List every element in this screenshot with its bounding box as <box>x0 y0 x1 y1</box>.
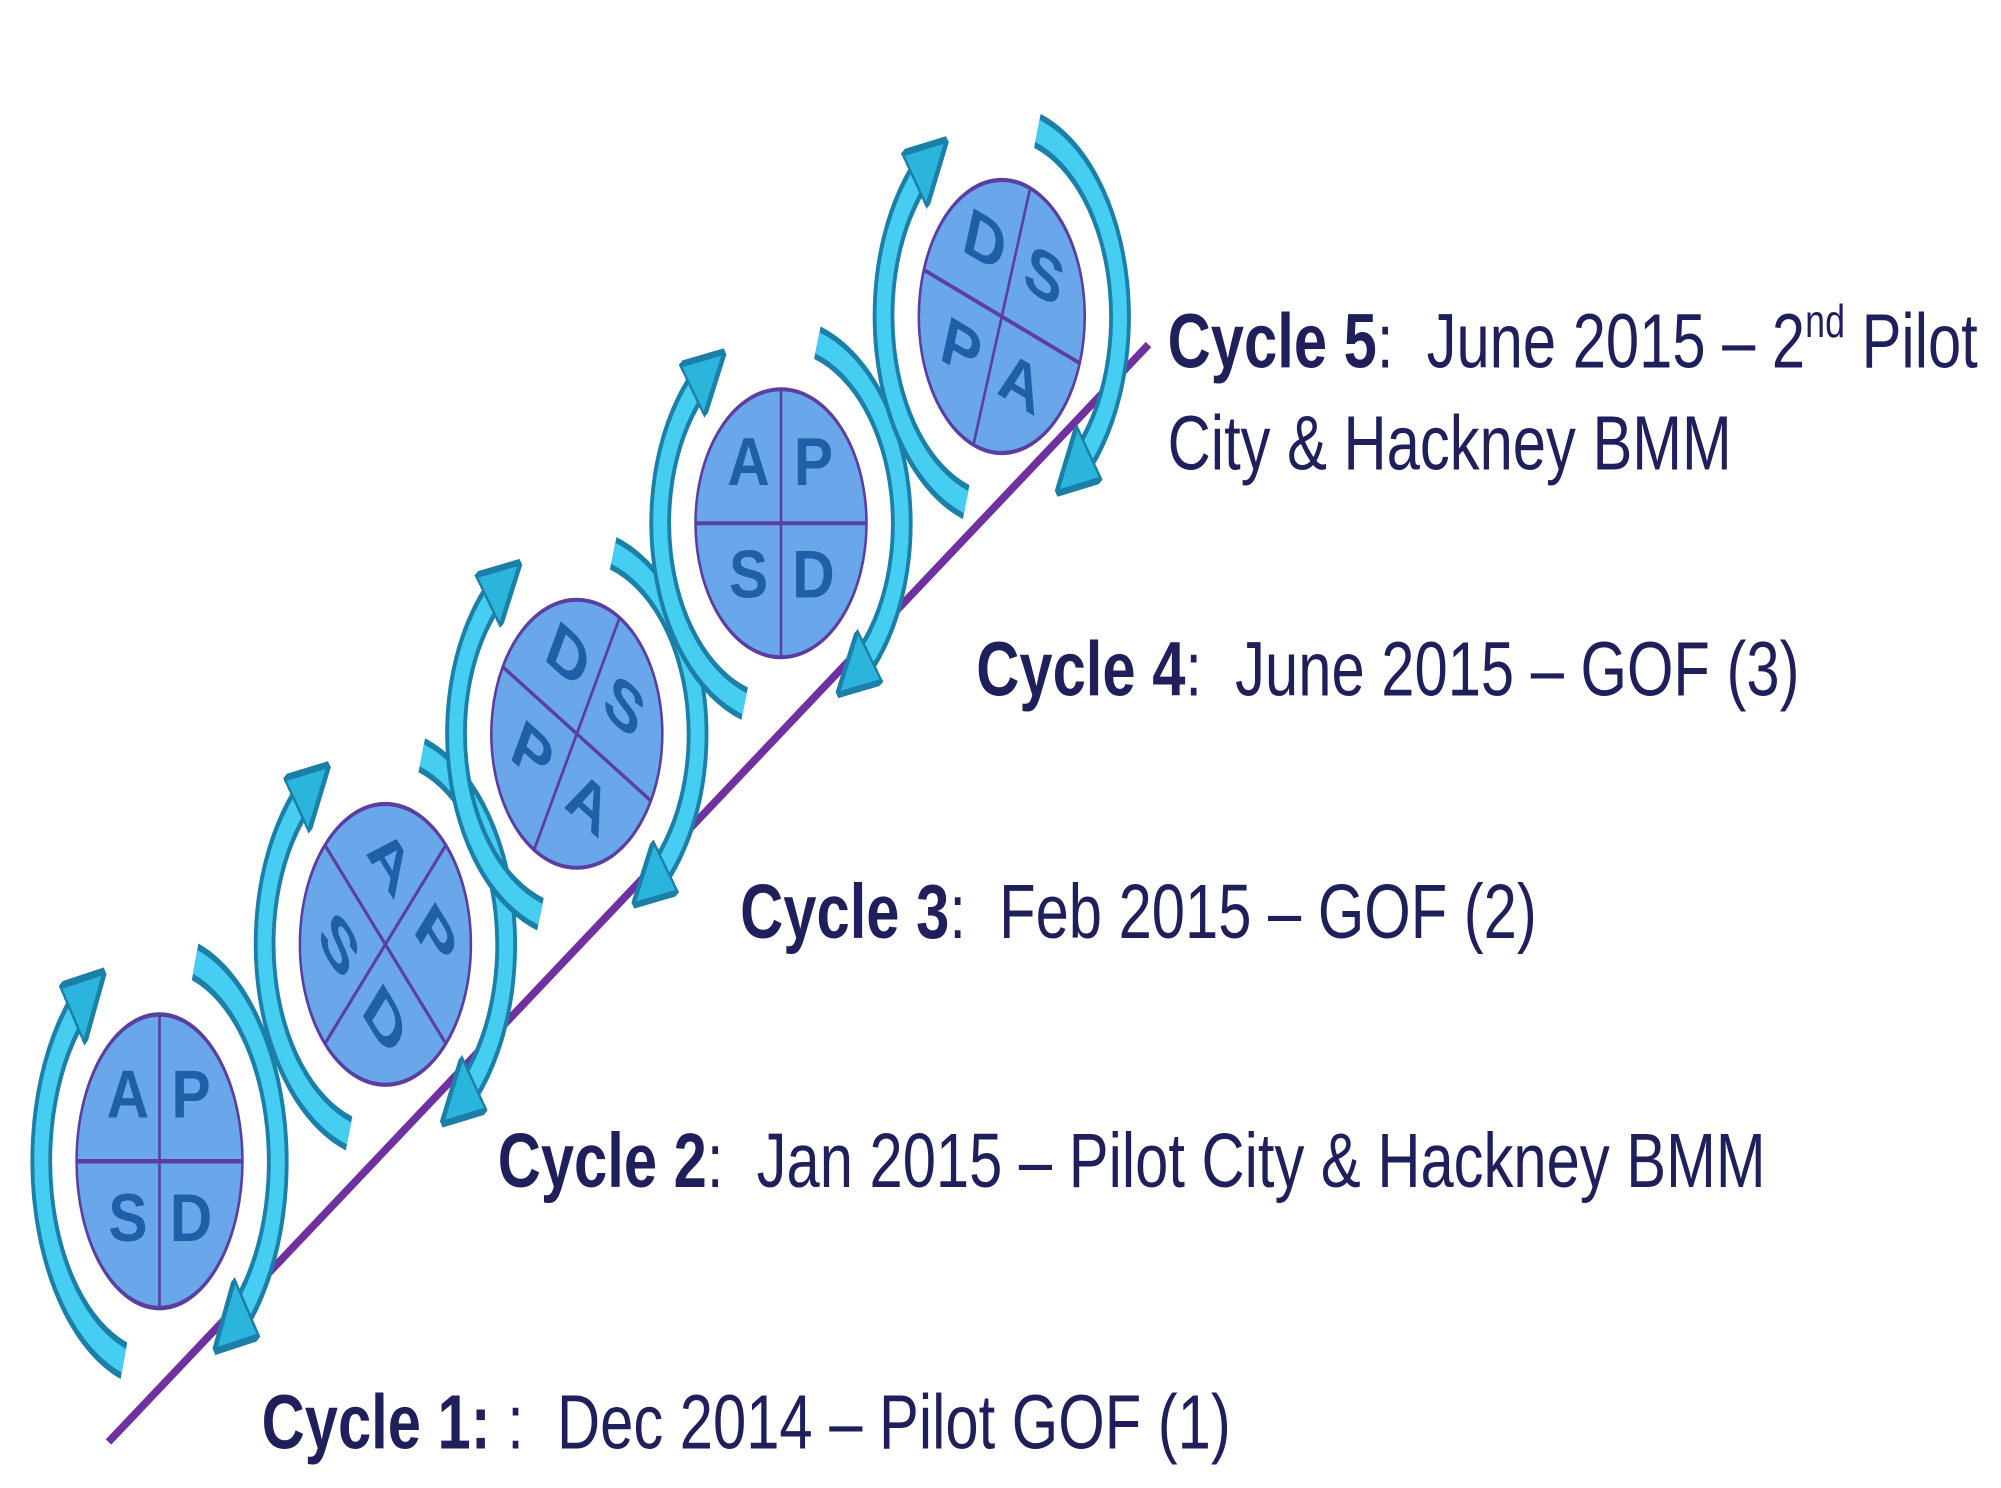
cycle-line: Cycle 3: Feb 2015 – GOF (2) <box>740 869 1537 955</box>
cycle-caption: Cycle 3: Feb 2015 – GOF (2) <box>740 869 1537 955</box>
cycle-label: Cycle 2 <box>498 1118 707 1204</box>
quadrant-letter: D <box>170 1181 212 1256</box>
cycle-text: : Dec 2014 – Pilot GOF (1) <box>491 1379 1231 1465</box>
cycle-label: Cycle 1: <box>262 1379 491 1465</box>
quadrant-letter: A <box>107 1058 149 1133</box>
cycle-caption: Cycle 1: : Dec 2014 – Pilot GOF (1) <box>262 1379 1231 1465</box>
cycle-line: City & Hackney BMM <box>1168 400 1732 486</box>
cycle-label: Cycle 3 <box>740 869 949 955</box>
cycle-line: Cycle 1: : Dec 2014 – Pilot GOF (1) <box>262 1379 1231 1465</box>
quadrant-letter: S <box>729 538 768 613</box>
cycle-line: Cycle 4: June 2015 – GOF (3) <box>976 626 1799 712</box>
cycle-caption: Cycle 5: June 2015 – 2nd Pilot City & Hac… <box>1168 296 1978 487</box>
cycle-text: : Feb 2015 – GOF (2) <box>949 869 1536 955</box>
quadrant-letter: S <box>108 1181 147 1256</box>
quadrant-letter: P <box>171 1058 210 1133</box>
cycle-line: Cycle 5: June 2015 – 2nd Pilot <box>1168 296 1978 385</box>
cycle-text: : June 2015 – GOF (3) <box>1185 626 1799 712</box>
cycle-text: : Jan 2015 – Pilot City & Hackney BMM <box>707 1118 1766 1204</box>
page: {"cycles": [ {"label": "Cycle 1:", "text… <box>0 0 2001 1488</box>
cycle-text: : June 2015 – 2 <box>1377 298 1805 384</box>
superscript: nd <box>1805 296 1845 347</box>
cycle-label: Cycle 5 <box>1168 298 1377 384</box>
cycle-caption: Cycle 4: June 2015 – GOF (3) <box>976 626 1799 712</box>
cycle-text: Pilot <box>1845 298 1978 384</box>
diagram: APSDAPSDDSPAAPSDDSPA Cycle 1: : Dec 2014… <box>0 0 2001 1488</box>
cycle-line: Cycle 2: Jan 2015 – Pilot City & Hackney… <box>498 1118 1766 1204</box>
quadrant-letter: P <box>794 425 833 500</box>
quadrant-letter: D <box>792 538 834 613</box>
cycle-label: Cycle 4 <box>976 626 1185 712</box>
quadrant-letter: A <box>727 425 769 500</box>
cycle-caption: Cycle 2: Jan 2015 – Pilot City & Hackney… <box>498 1118 1766 1204</box>
